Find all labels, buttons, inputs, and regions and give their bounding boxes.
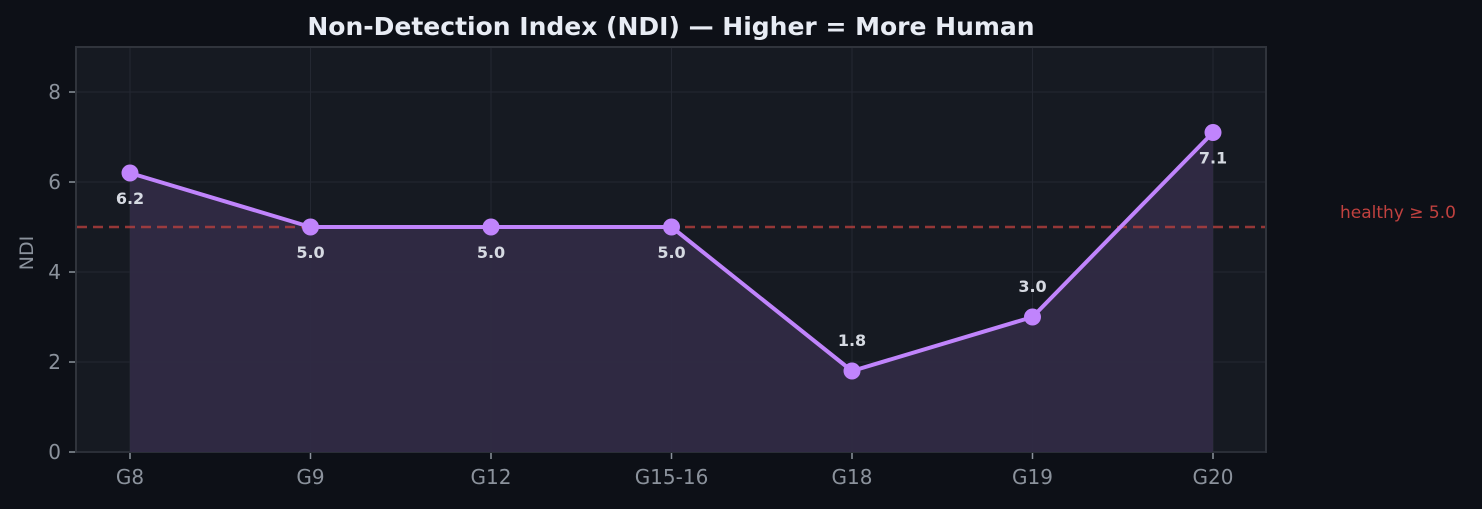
y-tick-label: 8 xyxy=(48,80,61,104)
x-tick-label: G8 xyxy=(116,465,144,489)
healthy-threshold-label: healthy ≥ 5.0 xyxy=(1340,203,1456,223)
y-tick-label: 4 xyxy=(48,260,61,284)
data-point-g15-16 xyxy=(663,218,680,236)
x-tick-label: G19 xyxy=(1012,465,1053,489)
data-points xyxy=(121,124,1222,380)
y-tick-label: 6 xyxy=(48,170,61,194)
y-axis-label: NDI xyxy=(16,236,38,270)
data-labels: 6.2 5.0 5.0 5.0 1.8 3.0 7.1 xyxy=(116,149,1227,351)
area-fill xyxy=(130,132,1213,452)
x-axis: G8 G9 G12 G15-16 G18 G19 G20 xyxy=(116,453,1234,489)
data-point-g18 xyxy=(843,362,861,380)
data-point-g8 xyxy=(121,164,139,182)
y-tick-label: 2 xyxy=(48,350,61,374)
data-label: 5.0 xyxy=(477,243,505,262)
y-axis: 0 2 4 6 8 xyxy=(48,80,75,464)
data-point-g9 xyxy=(302,218,319,236)
data-label: 3.0 xyxy=(1018,277,1046,296)
x-tick-label: G15-16 xyxy=(635,465,709,489)
data-label: 7.1 xyxy=(1199,149,1227,168)
x-tick-label: G12 xyxy=(471,465,512,489)
data-point-g20 xyxy=(1204,124,1222,141)
data-point-g12 xyxy=(482,218,500,236)
x-tick-label: G20 xyxy=(1193,465,1234,489)
y-tick-label: 0 xyxy=(48,440,61,464)
data-label: 6.2 xyxy=(116,189,144,208)
data-label: 5.0 xyxy=(657,243,685,262)
x-tick-label: G9 xyxy=(296,465,324,489)
data-label: 1.8 xyxy=(838,331,866,350)
chart-title: Non-Detection Index (NDI) — Higher = Mor… xyxy=(307,12,1034,41)
data-point-g19 xyxy=(1024,308,1041,326)
data-label: 5.0 xyxy=(296,243,324,262)
x-tick-label: G18 xyxy=(832,465,873,489)
